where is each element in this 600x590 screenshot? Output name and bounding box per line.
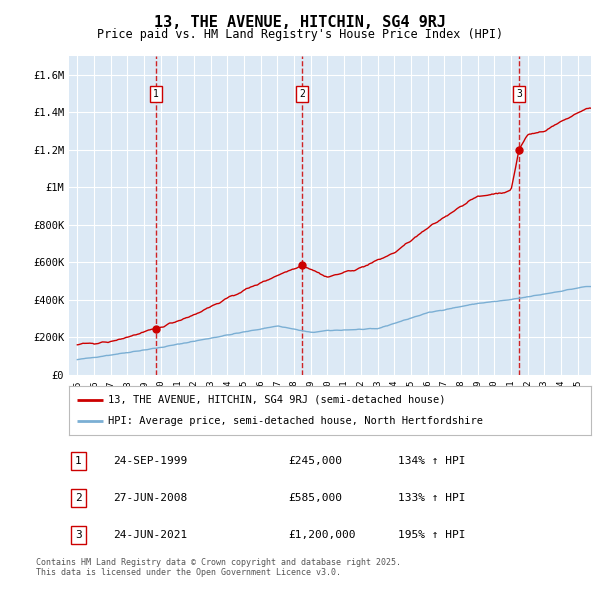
- Text: 1: 1: [153, 89, 159, 99]
- Text: 3: 3: [75, 530, 82, 540]
- Text: £245,000: £245,000: [288, 457, 342, 466]
- Text: £1,200,000: £1,200,000: [288, 530, 356, 540]
- Text: Price paid vs. HM Land Registry's House Price Index (HPI): Price paid vs. HM Land Registry's House …: [97, 28, 503, 41]
- Text: 133% ↑ HPI: 133% ↑ HPI: [398, 493, 466, 503]
- Text: 195% ↑ HPI: 195% ↑ HPI: [398, 530, 466, 540]
- Text: 134% ↑ HPI: 134% ↑ HPI: [398, 457, 466, 466]
- Text: 13, THE AVENUE, HITCHIN, SG4 9RJ: 13, THE AVENUE, HITCHIN, SG4 9RJ: [154, 15, 446, 30]
- Text: 27-JUN-2008: 27-JUN-2008: [113, 493, 188, 503]
- Text: Contains HM Land Registry data © Crown copyright and database right 2025.
This d: Contains HM Land Registry data © Crown c…: [36, 558, 401, 577]
- Text: 24-JUN-2021: 24-JUN-2021: [113, 530, 188, 540]
- Text: 2: 2: [75, 493, 82, 503]
- Text: 1: 1: [75, 457, 82, 466]
- Text: 13, THE AVENUE, HITCHIN, SG4 9RJ (semi-detached house): 13, THE AVENUE, HITCHIN, SG4 9RJ (semi-d…: [108, 395, 446, 405]
- Text: 2: 2: [299, 89, 305, 99]
- Text: 24-SEP-1999: 24-SEP-1999: [113, 457, 188, 466]
- Text: £585,000: £585,000: [288, 493, 342, 503]
- Text: HPI: Average price, semi-detached house, North Hertfordshire: HPI: Average price, semi-detached house,…: [108, 417, 483, 427]
- Text: 3: 3: [516, 89, 522, 99]
